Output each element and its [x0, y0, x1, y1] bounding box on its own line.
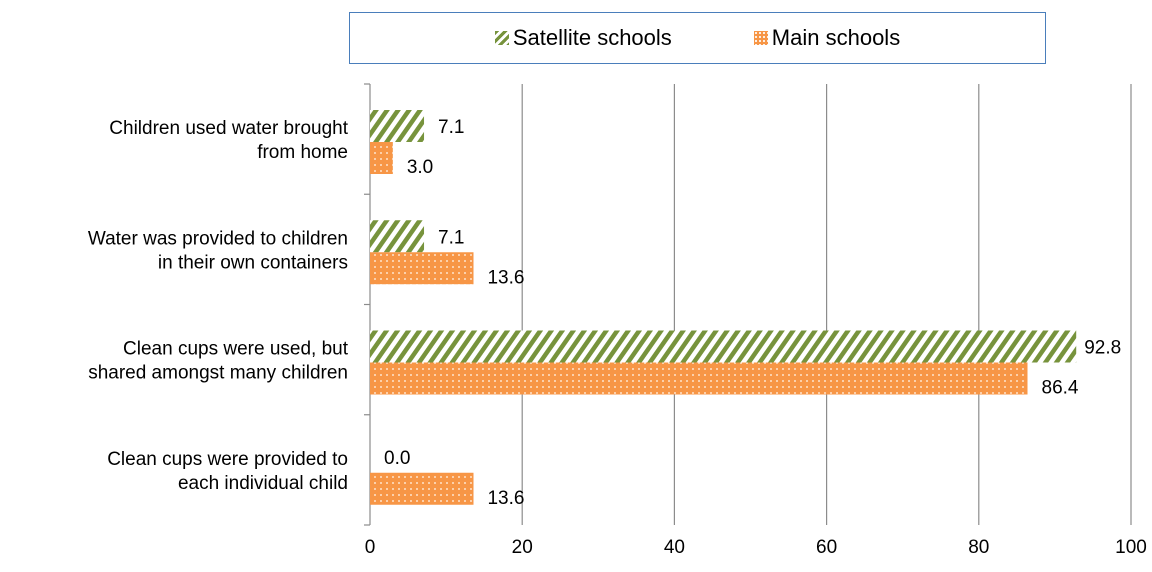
- x-tick-label: 100: [1115, 537, 1147, 558]
- legend-swatch-main: [753, 31, 768, 45]
- x-tick-label: 0: [365, 537, 376, 558]
- axes: [364, 83, 371, 526]
- category-label: Water was provided to children in their o…: [88, 228, 348, 273]
- x-tick-label: 60: [816, 537, 837, 558]
- data-label-main: 13.6: [487, 267, 524, 288]
- bars: [370, 110, 1077, 505]
- data-label-satellite: 7.1: [438, 117, 464, 138]
- category-label: Children used water brought from home: [109, 118, 348, 163]
- x-tick-label: 40: [664, 537, 685, 558]
- data-label-main: 3.0: [407, 157, 433, 178]
- category-label: Clean cups were provided to each individu…: [107, 449, 348, 494]
- data-label-main: 13.6: [487, 488, 524, 509]
- legend-item-satellite: Satellite schools: [494, 25, 672, 51]
- bar-main: [370, 252, 474, 285]
- bar-main: [370, 362, 1028, 395]
- bar-main: [370, 142, 393, 174]
- data-label-main: 86.4: [1042, 378, 1079, 399]
- data-label-satellite: 0.0: [384, 448, 410, 469]
- legend-swatch-satellite: [494, 31, 509, 45]
- bar-main: [370, 472, 474, 505]
- data-label-satellite: 92.8: [1084, 338, 1121, 359]
- gridlines: [521, 84, 1132, 525]
- bar-satellite: [370, 110, 425, 142]
- legend: Satellite schools Main schools: [349, 12, 1046, 64]
- legend-label-satellite: Satellite schools: [512, 25, 672, 50]
- labels: 0 20 40 60 80 100 Children used water brought f…: [88, 117, 1147, 558]
- x-tick-label: 20: [512, 537, 533, 558]
- legend-item-main: Main schools: [753, 25, 901, 51]
- x-tick-label: 80: [968, 537, 989, 558]
- category-label: Clean cups were used, but shared amongst …: [88, 339, 349, 384]
- bar-satellite: [370, 220, 425, 253]
- data-label-satellite: 7.1: [438, 227, 464, 248]
- bar-satellite: [370, 330, 1077, 363]
- legend-label-main: Main schools: [771, 25, 901, 50]
